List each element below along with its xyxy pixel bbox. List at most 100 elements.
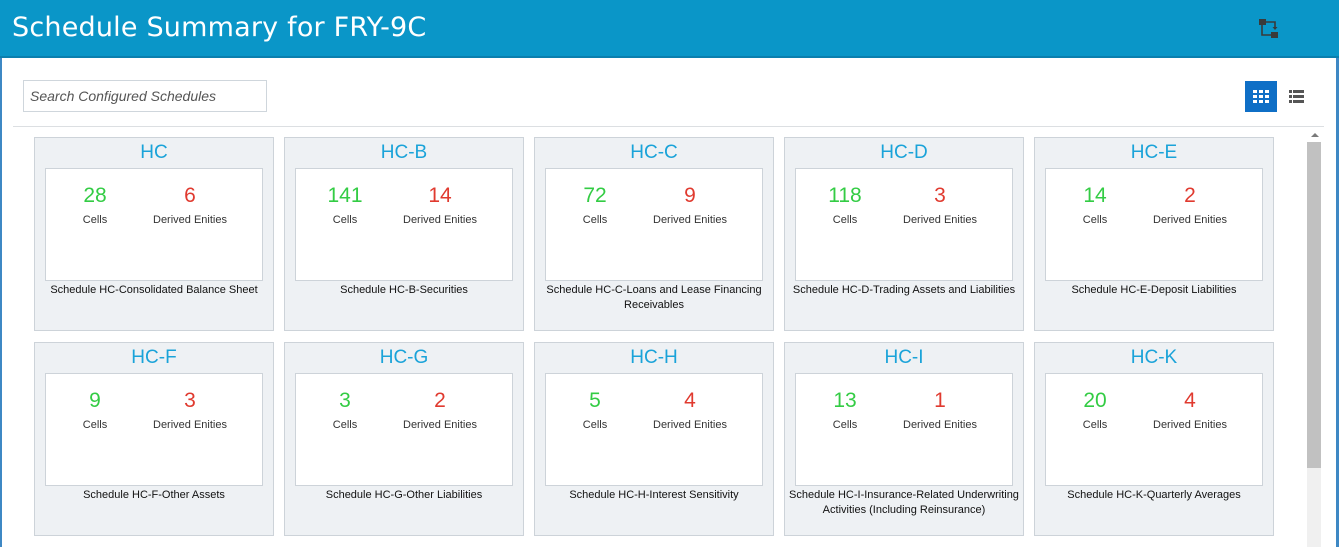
derived-label: Derived Enities bbox=[1153, 419, 1227, 431]
derived-stat: 9 Derived Enities bbox=[640, 183, 740, 226]
derived-count: 4 bbox=[1184, 389, 1196, 412]
cells-label: Cells bbox=[1082, 214, 1108, 226]
list-icon bbox=[1288, 90, 1304, 103]
derived-count: 9 bbox=[684, 184, 696, 207]
schedule-code: HC-D bbox=[880, 142, 928, 163]
scroll-up-arrow-icon[interactable] bbox=[1309, 128, 1321, 140]
derived-stat: 4 Derived Enities bbox=[640, 388, 740, 431]
derived-stat: 1 Derived Enities bbox=[890, 388, 990, 431]
schedule-description: Schedule HC-C-Loans and Lease Financing … bbox=[546, 284, 762, 311]
derived-stat: 14 Derived Enities bbox=[390, 183, 490, 226]
derived-label: Derived Enities bbox=[403, 214, 477, 226]
cells-count: 141 bbox=[327, 184, 363, 207]
scrollbar-thumb[interactable] bbox=[1307, 142, 1321, 468]
derived-stat: 6 Derived Enities bbox=[140, 183, 240, 226]
schedule-stats-panel: 141 Cells 14 Derived Enities bbox=[295, 168, 513, 281]
derived-count: 6 bbox=[184, 184, 196, 207]
schedule-description: Schedule HC-E-Deposit Liabilities bbox=[1071, 284, 1237, 296]
cells-count: 5 bbox=[589, 389, 601, 412]
schedule-description: Schedule HC-D-Trading Assets and Liabili… bbox=[792, 284, 1016, 296]
derived-stat: 2 Derived Enities bbox=[390, 388, 490, 431]
schedule-card[interactable]: HC-K 20 Cells 4 Derived Enities Schedule HC-K… bbox=[1034, 342, 1274, 536]
schedule-card[interactable]: HC-I 13 Cells 1 Derived Enities Schedule HC-I… bbox=[784, 342, 1024, 536]
cells-label: Cells bbox=[832, 214, 858, 226]
schedule-code: HC-I bbox=[884, 347, 924, 368]
cells-count: 28 bbox=[83, 184, 107, 207]
cells-label: Cells bbox=[582, 419, 608, 431]
derived-stat: 3 Derived Enities bbox=[890, 183, 990, 226]
cells-label: Cells bbox=[582, 214, 608, 226]
derived-stat: 2 Derived Enities bbox=[1140, 183, 1240, 226]
schedule-stats-panel: 20 Cells 4 Derived Enities bbox=[1045, 373, 1263, 486]
page-header: Schedule Summary for FRY-9C bbox=[0, 0, 1339, 58]
cells-label: Cells bbox=[82, 419, 108, 431]
search-input[interactable] bbox=[23, 80, 267, 112]
cells-label: Cells bbox=[82, 214, 108, 226]
schedule-description: Schedule HC-K-Quarterly Averages bbox=[1067, 489, 1241, 501]
schedule-description: Schedule HC-Consolidated Balance Sheet bbox=[50, 284, 258, 296]
schedule-stats-panel: 9 Cells 3 Derived Enities bbox=[45, 373, 263, 486]
schedule-card[interactable]: HC-E 14 Cells 2 Derived Enities Schedule HC-E… bbox=[1034, 137, 1274, 331]
schedule-card[interactable]: HC-G 3 Cells 2 Derived Enities Schedule HC-G-… bbox=[284, 342, 524, 536]
derived-label: Derived Enities bbox=[153, 214, 227, 226]
frame-border-left bbox=[0, 58, 2, 547]
cells-count: 9 bbox=[89, 389, 101, 412]
schedule-card[interactable]: HC-H 5 Cells 4 Derived Enities Schedule HC-H-… bbox=[534, 342, 774, 536]
derived-label: Derived Enities bbox=[403, 419, 477, 431]
grid-icon bbox=[1253, 89, 1269, 103]
cells-count: 13 bbox=[833, 389, 857, 412]
derived-label: Derived Enities bbox=[903, 419, 977, 431]
derived-count: 3 bbox=[934, 184, 946, 207]
schedule-card[interactable]: HC-C 72 Cells 9 Derived Enities Schedule HC-C… bbox=[534, 137, 774, 331]
schedule-description: Schedule HC-H-Interest Sensitivity bbox=[569, 489, 739, 501]
schedule-stats-panel: 3 Cells 2 Derived Enities bbox=[295, 373, 513, 486]
cells-count: 118 bbox=[828, 184, 862, 207]
cells-label: Cells bbox=[1082, 419, 1108, 431]
schedule-code: HC-E bbox=[1130, 142, 1178, 163]
cells-stat: 118 Cells bbox=[795, 183, 895, 226]
cells-count: 3 bbox=[339, 389, 351, 412]
cells-stat: 5 Cells bbox=[545, 388, 645, 431]
schedule-card[interactable]: HC 28 Cells 6 Derived Enities Schedule HC-Con… bbox=[34, 137, 274, 331]
schedule-stats-panel: 72 Cells 9 Derived Enities bbox=[545, 168, 763, 281]
derived-stat: 4 Derived Enities bbox=[1140, 388, 1240, 431]
cells-stat: 14 Cells bbox=[1045, 183, 1145, 226]
schedule-description: Schedule HC-I-Insurance-Related Underwri… bbox=[789, 489, 1019, 516]
cells-label: Cells bbox=[832, 419, 858, 431]
cells-count: 14 bbox=[1083, 184, 1107, 207]
schedule-description: Schedule HC-B-Securities bbox=[340, 284, 468, 296]
schedule-stats-panel: 118 Cells 3 Derived Enities bbox=[795, 168, 1013, 281]
derived-label: Derived Enities bbox=[653, 214, 727, 226]
schedule-code: HC-C bbox=[630, 142, 678, 163]
derived-count: 4 bbox=[684, 389, 696, 412]
schedule-card[interactable]: HC-D 118 Cells 3 Derived Enities Schedule HC-… bbox=[784, 137, 1024, 331]
derived-count: 2 bbox=[1184, 184, 1196, 207]
cells-label: Cells bbox=[332, 419, 358, 431]
derived-stat: 3 Derived Enities bbox=[140, 388, 240, 431]
cells-stat: 13 Cells bbox=[795, 388, 895, 431]
derived-label: Derived Enities bbox=[903, 214, 977, 226]
derived-count: 3 bbox=[184, 389, 196, 412]
derived-count: 1 bbox=[934, 389, 946, 412]
cells-stat: 20 Cells bbox=[1045, 388, 1145, 431]
schedule-card[interactable]: HC-B 141 Cells 14 Derived Enities Schedule HC… bbox=[284, 137, 524, 331]
schedule-code: HC-B bbox=[380, 142, 428, 163]
schedule-card[interactable]: HC-F 9 Cells 3 Derived Enities Schedule HC-F-… bbox=[34, 342, 274, 536]
derived-label: Derived Enities bbox=[153, 419, 227, 431]
schedule-code: HC bbox=[140, 142, 168, 163]
schedule-description: Schedule HC-G-Other Liabilities bbox=[325, 489, 483, 501]
cells-count: 20 bbox=[1083, 389, 1107, 412]
schedule-description: Schedule HC-F-Other Assets bbox=[83, 489, 225, 501]
page-title: Schedule Summary for FRY-9C bbox=[12, 12, 427, 43]
derived-count: 2 bbox=[434, 389, 446, 412]
toolbar-divider bbox=[13, 126, 1324, 127]
swap-hierarchy-icon[interactable] bbox=[1256, 16, 1282, 42]
grid-view-button[interactable] bbox=[1245, 81, 1277, 112]
cells-count: 72 bbox=[583, 184, 607, 207]
frame-border-right bbox=[1336, 58, 1339, 547]
derived-count: 14 bbox=[428, 184, 452, 207]
cells-stat: 141 Cells bbox=[295, 183, 395, 226]
list-view-button[interactable] bbox=[1285, 81, 1307, 112]
derived-label: Derived Enities bbox=[1153, 214, 1227, 226]
schedule-stats-panel: 13 Cells 1 Derived Enities bbox=[795, 373, 1013, 486]
